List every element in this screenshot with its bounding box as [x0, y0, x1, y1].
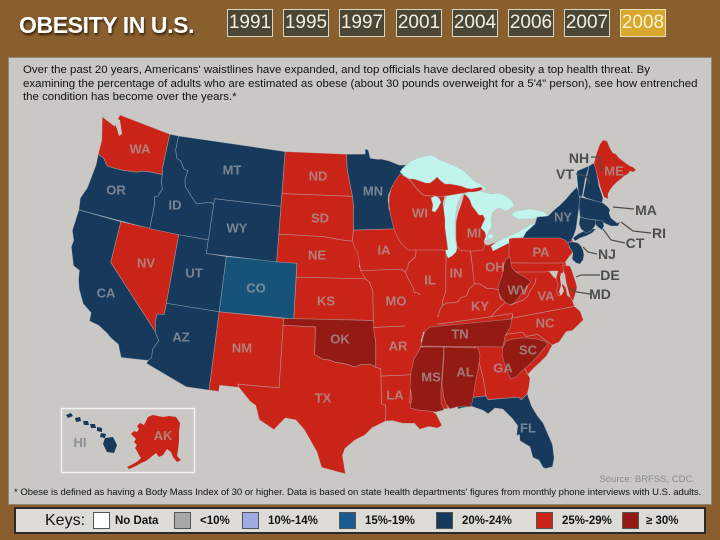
svg-text:MI: MI: [467, 226, 481, 241]
svg-text:NC: NC: [536, 316, 555, 331]
svg-text:CT: CT: [626, 235, 645, 251]
svg-text:NY: NY: [554, 210, 572, 225]
svg-text:AL: AL: [456, 365, 473, 380]
svg-text:TN: TN: [451, 327, 468, 342]
svg-text:MN: MN: [363, 184, 383, 199]
svg-text:WI: WI: [412, 206, 428, 221]
svg-text:NH: NH: [569, 150, 589, 166]
svg-text:IA: IA: [378, 243, 392, 258]
svg-text:TX: TX: [315, 391, 332, 406]
svg-text:ME: ME: [604, 164, 624, 179]
svg-text:IL: IL: [424, 273, 436, 288]
svg-text:AK: AK: [154, 428, 173, 443]
svg-text:SC: SC: [519, 343, 538, 358]
svg-text:MS: MS: [421, 370, 441, 385]
svg-text:WV: WV: [508, 283, 529, 298]
svg-text:ID: ID: [169, 198, 182, 213]
svg-text:UT: UT: [185, 266, 202, 281]
svg-text:WY: WY: [227, 221, 248, 236]
svg-text:OK: OK: [330, 332, 350, 347]
svg-text:LA: LA: [386, 388, 404, 403]
svg-text:GA: GA: [493, 361, 513, 376]
svg-text:WA: WA: [130, 142, 152, 157]
svg-text:CA: CA: [97, 286, 116, 301]
svg-text:MD: MD: [589, 286, 611, 302]
svg-text:MO: MO: [386, 294, 407, 309]
svg-text:DE: DE: [600, 267, 619, 283]
svg-text:AR: AR: [389, 339, 408, 354]
svg-text:NJ: NJ: [598, 246, 616, 262]
svg-text:KY: KY: [471, 299, 489, 314]
svg-text:CO: CO: [246, 281, 266, 296]
svg-text:OH: OH: [485, 260, 505, 275]
svg-text:AZ: AZ: [172, 330, 189, 345]
svg-text:ND: ND: [309, 169, 328, 184]
svg-text:NE: NE: [308, 248, 326, 263]
svg-text:FL: FL: [520, 421, 536, 436]
svg-text:MT: MT: [223, 163, 242, 178]
svg-text:VA: VA: [537, 289, 555, 304]
svg-text:NM: NM: [232, 341, 252, 356]
svg-text:VT: VT: [556, 166, 574, 182]
svg-text:KS: KS: [317, 294, 335, 309]
svg-text:IN: IN: [450, 266, 463, 281]
svg-text:HI: HI: [74, 435, 87, 450]
svg-text:NV: NV: [137, 256, 155, 271]
svg-text:OR: OR: [106, 183, 126, 198]
svg-text:PA: PA: [532, 245, 550, 260]
svg-text:SD: SD: [311, 211, 329, 226]
svg-text:MA: MA: [635, 202, 657, 218]
svg-text:RI: RI: [652, 225, 666, 241]
